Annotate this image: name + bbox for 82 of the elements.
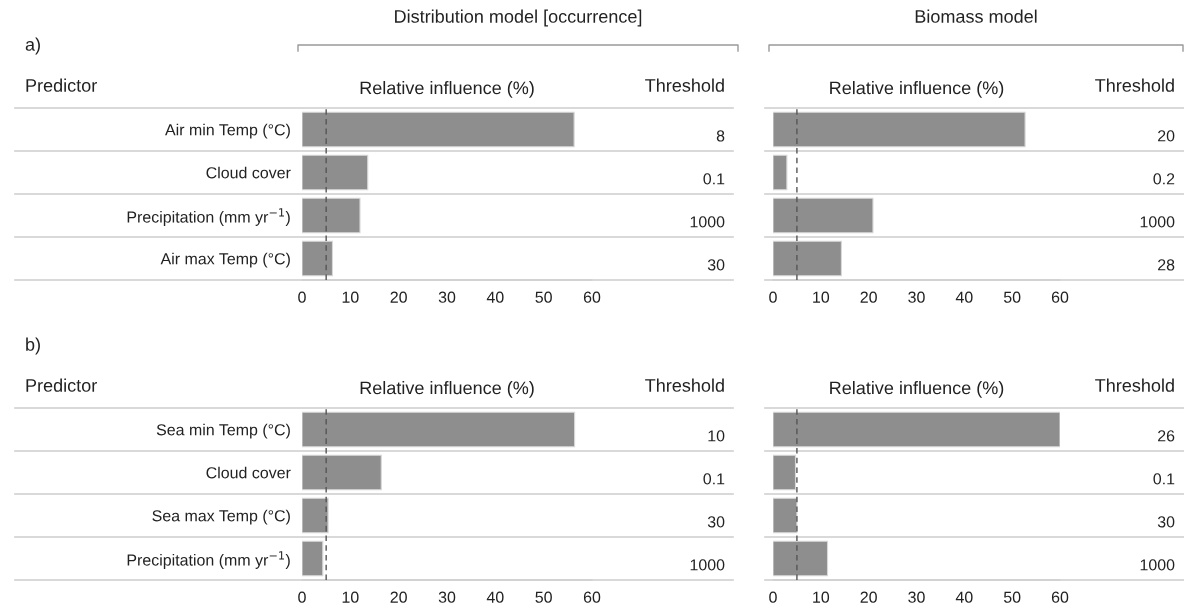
x-tick-label: 50 [535, 291, 552, 303]
text: 28 [1158, 259, 1175, 271]
text: 20 [1158, 130, 1175, 142]
x-tick-label: 40 [955, 291, 973, 303]
bar [302, 497, 329, 534]
x-tick-label: 30 [908, 291, 925, 303]
x-tick-label: 50 [535, 591, 552, 603]
bar [773, 154, 788, 191]
chart-title: Distribution model [occurrence] [395, 9, 642, 27]
text: 30 [1157, 516, 1175, 528]
y-tick-label: Precipitation (mm yr$^{−1}$) [127, 551, 290, 569]
y-tick-label: Air min Temp (°C) [165, 123, 290, 139]
x-tick-label: 30 [438, 291, 456, 303]
text: a) [25, 37, 40, 55]
x-axis-title: Relative influence (%) [830, 381, 1004, 398]
text: b) [26, 337, 40, 355]
text: 1000 [690, 216, 725, 228]
bar [773, 540, 829, 577]
y-tick-label: Cloud cover [206, 466, 291, 479]
x-tick-label: 20 [390, 291, 407, 303]
x-tick-label: 20 [860, 591, 877, 603]
text: 30 [707, 516, 725, 528]
x-tick-label: 0 [769, 291, 777, 303]
x-tick-label: 0 [298, 591, 306, 603]
text: 1000 [690, 559, 725, 571]
x-tick-label: 40 [955, 591, 973, 603]
x-tick-label: 10 [813, 591, 830, 603]
x-tick-label: 20 [860, 291, 877, 303]
bar [302, 540, 324, 577]
text: 10 [708, 430, 725, 442]
y-tick-label: Precipitation (mm yr$^{−1}$) [127, 208, 290, 226]
text: 8 [716, 130, 725, 142]
y-tick-label: Sea min Temp (°C) [156, 423, 290, 439]
chart-title: Biomass model [915, 9, 1037, 23]
text: Threshold [645, 78, 724, 92]
x-axis-title: Relative influence (%) [360, 81, 534, 98]
x-tick-label: 40 [486, 591, 504, 603]
bar [302, 240, 334, 277]
text: Threshold [645, 378, 724, 392]
bar [302, 411, 576, 448]
text: 0.1 [1153, 473, 1175, 485]
x-tick-label: 50 [1003, 591, 1021, 603]
bar [302, 111, 575, 148]
x-axis-title: Relative influence (%) [830, 81, 1004, 98]
y-axis-title: Predictor [26, 378, 97, 392]
bar [773, 497, 798, 534]
text: 26 [1158, 430, 1175, 442]
bar [773, 240, 842, 277]
x-tick-label: 10 [813, 291, 830, 303]
x-tick-label: 60 [583, 591, 601, 603]
text: 1000 [1140, 216, 1175, 228]
bar [773, 454, 797, 491]
x-tick-label: 20 [390, 591, 407, 603]
x-tick-label: 30 [908, 591, 925, 603]
text: 0.1 [703, 473, 725, 485]
text: Threshold [1095, 378, 1174, 392]
bar [773, 111, 1026, 148]
bar [302, 154, 369, 191]
x-axis-title: Relative influence (%) [360, 381, 534, 398]
bar [773, 411, 1060, 448]
x-tick-label: 40 [486, 291, 504, 303]
x-tick-label: 0 [769, 591, 777, 603]
x-tick-label: 60 [1051, 291, 1069, 303]
text: 30 [707, 259, 725, 271]
bar [302, 454, 382, 491]
text: 1000 [1140, 559, 1175, 571]
y-tick-label: Sea max Temp (°C) [152, 509, 290, 525]
x-tick-label: 10 [342, 291, 359, 303]
x-tick-label: 10 [342, 591, 359, 603]
text: Threshold [1095, 78, 1174, 92]
y-tick-label: Air max Temp (°C) [160, 252, 290, 268]
x-tick-label: 60 [1051, 591, 1069, 603]
x-tick-label: 30 [438, 591, 456, 603]
y-tick-label: Cloud cover [206, 166, 291, 179]
x-tick-label: 50 [1003, 291, 1021, 303]
y-axis-title: Predictor [26, 78, 97, 92]
bar [773, 197, 874, 234]
bar [302, 197, 361, 234]
x-tick-label: 60 [583, 291, 601, 303]
text: 0.2 [1153, 173, 1175, 185]
text: 0.1 [703, 173, 725, 185]
x-tick-label: 0 [298, 291, 306, 303]
